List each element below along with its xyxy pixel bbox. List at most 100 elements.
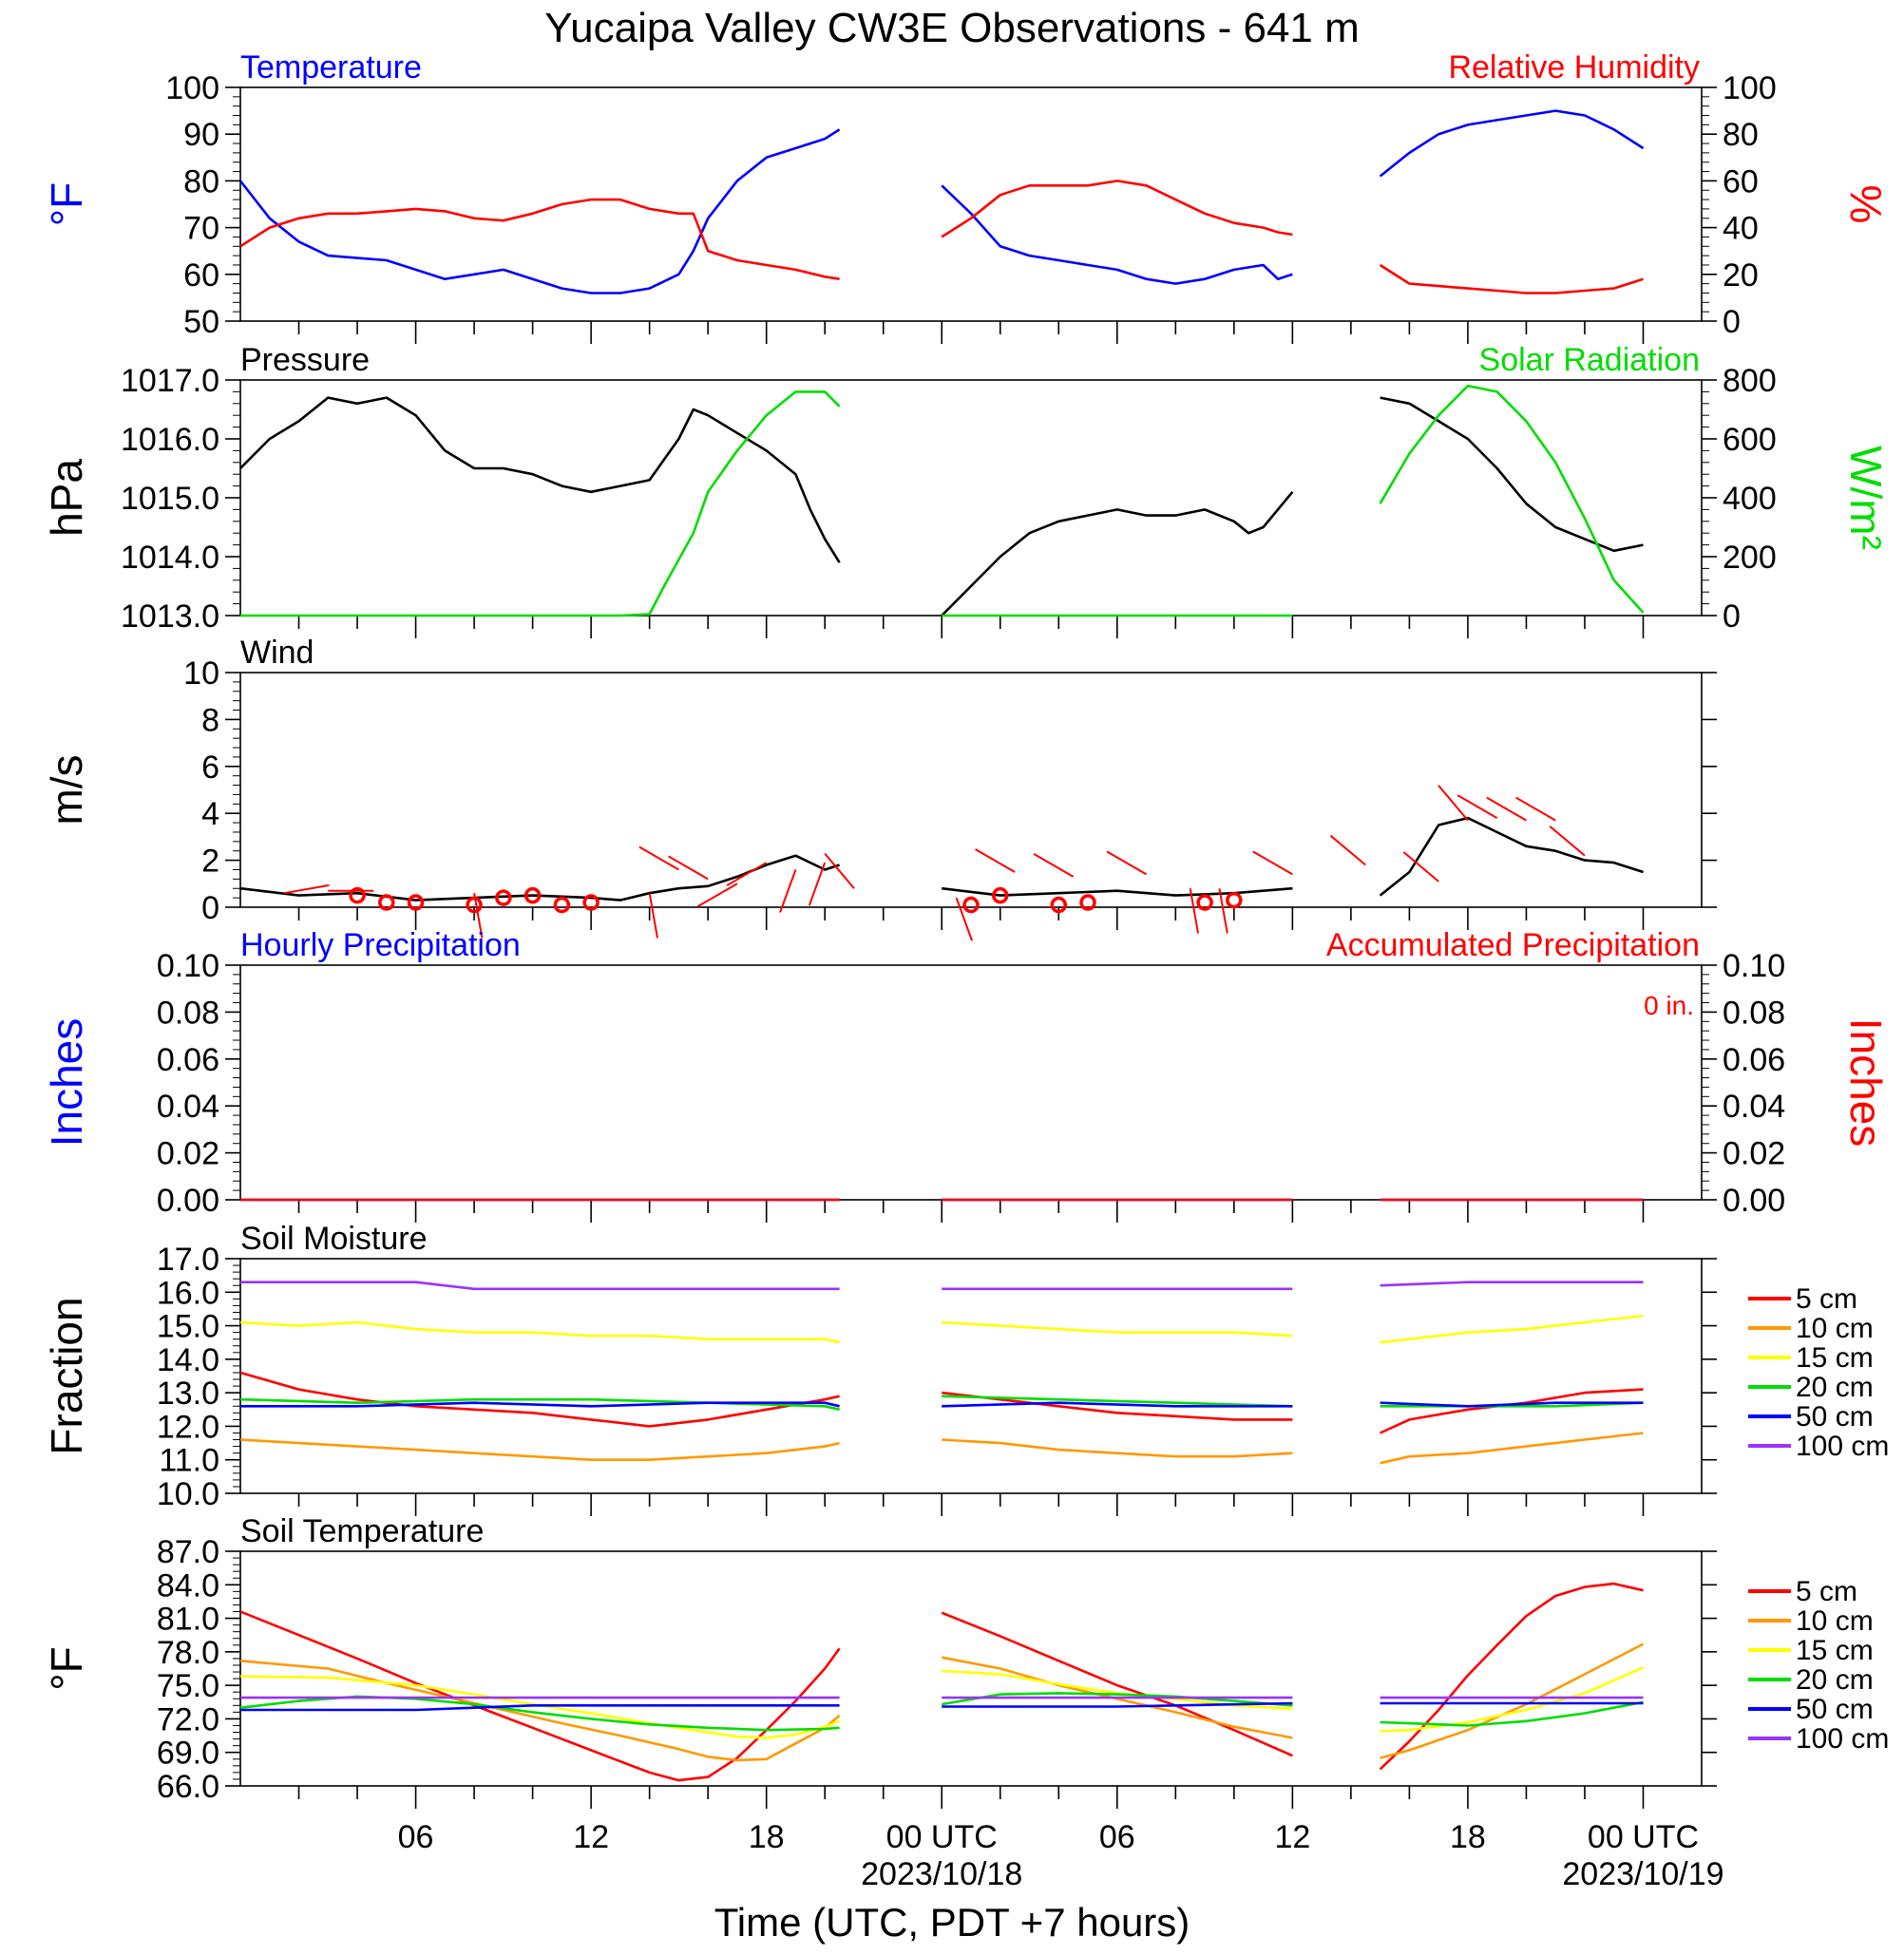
calm-wind-marker <box>992 886 1009 904</box>
panel-pressure-solar: 1013.0 1014.0 1015.0 1016.0 1017.0 0 200 400 600… <box>42 342 1891 638</box>
wind-barb <box>726 862 768 886</box>
series-line-temperature <box>238 128 841 294</box>
y-tick-label-left: 12.0 <box>157 1409 219 1445</box>
y-tick-label-right: 100 <box>1723 70 1777 106</box>
wind-barb <box>1218 888 1228 934</box>
series-line-20-cm <box>942 1395 1293 1408</box>
y-tick-label-right: 0 <box>1723 304 1741 340</box>
y-tick-label-right: 400 <box>1723 481 1777 517</box>
legend-label: 15 cm <box>1796 1342 1874 1374</box>
y-axis-label-left: °F <box>42 1646 91 1691</box>
y-tick-label-right: 0.00 <box>1723 1183 1785 1219</box>
y-tick-label-left: 0.02 <box>157 1136 219 1172</box>
series-line-5-cm <box>1380 1388 1644 1434</box>
y-tick-label-right: 800 <box>1723 363 1777 399</box>
panel-title-left: Soil Moisture <box>240 1221 428 1257</box>
series-line-10-cm <box>1380 1642 1645 1759</box>
y-tick-label-right: 0.02 <box>1723 1136 1785 1172</box>
calm-wind-marker <box>524 886 542 904</box>
series-line-solar-radiation <box>1379 384 1645 614</box>
x-tick-label: 12 <box>1274 1819 1310 1855</box>
wind-barb <box>1486 796 1527 822</box>
x-tick-date-label: 2023/10/18 <box>861 1856 1022 1892</box>
y-tick-label-left: 0.10 <box>157 948 219 984</box>
y-tick-label-left: 90 <box>183 117 219 153</box>
series-line-solar-radiation <box>240 390 841 617</box>
legend-label: 5 cm <box>1796 1576 1857 1607</box>
y-tick-label-right: 80 <box>1723 117 1759 153</box>
x-tick-date-label: 2023/10/19 <box>1562 1856 1723 1892</box>
y-tick-label-left: 72.0 <box>157 1701 219 1737</box>
legend-label: 100 cm <box>1796 1723 1889 1755</box>
panel-title-right: Relative Humidity <box>1448 49 1700 85</box>
x-tick-label: 06 <box>1099 1819 1135 1855</box>
legend-label: 5 cm <box>1796 1283 1857 1315</box>
y-tick-label-left: 60 <box>183 257 219 294</box>
series-line-20-cm <box>239 1397 840 1412</box>
wind-barb <box>1402 851 1439 883</box>
y-axis-label-right: % <box>1841 185 1891 224</box>
series-line-15-cm <box>1380 1666 1645 1733</box>
y-tick-label-left: 0.04 <box>157 1089 219 1125</box>
plot-frame <box>239 672 1703 908</box>
y-tick-label-left: 75.0 <box>157 1668 219 1704</box>
wind-barb <box>1515 796 1556 822</box>
calm-wind-marker <box>582 894 600 911</box>
y-axis-label-right: Inches <box>1841 1018 1891 1148</box>
series-line-10-cm <box>1380 1432 1644 1465</box>
x-tick-label: 18 <box>1450 1819 1486 1855</box>
series-line-temperature <box>941 184 1293 285</box>
y-axis-label-left: Inches <box>42 1018 91 1148</box>
panel-precipitation: 0.00 0.02 0.04 0.06 0.08 0.10 0.00 0.02 0.04 0.06… <box>42 927 1891 1223</box>
calm-wind-marker <box>1050 896 1068 914</box>
series-line-50-cm <box>240 1704 840 1712</box>
calm-wind-marker <box>349 886 366 904</box>
y-tick-label-left: 69.0 <box>157 1736 219 1772</box>
panel-title-left: Pressure <box>240 342 370 378</box>
series-line-pressure <box>941 490 1294 617</box>
series-line-100-cm <box>240 1281 840 1291</box>
series-line-relative-humidity <box>239 198 840 280</box>
y-tick-label-right: 0 <box>1723 598 1741 635</box>
y-tick-label-right: 200 <box>1723 540 1777 576</box>
y-tick-label-left: 1014.0 <box>121 540 219 576</box>
series-line-100-cm <box>1380 1281 1644 1287</box>
y-tick-label-left: 0.08 <box>157 995 219 1031</box>
calm-wind-marker <box>962 896 980 914</box>
y-tick-label-right: 60 <box>1723 163 1759 199</box>
y-tick-label-left: 8 <box>201 702 219 738</box>
calm-wind-marker <box>553 896 571 914</box>
y-tick-label-right: 0.06 <box>1723 1042 1785 1078</box>
calm-wind-marker <box>1079 894 1096 911</box>
legend-label: 10 cm <box>1796 1605 1874 1637</box>
panel-title-left: Wind <box>240 635 314 671</box>
panel-title-left: Temperature <box>240 49 422 85</box>
panel-soil-temperature: 66.069.072.075.078.081.084.087.0 Soil Tem… <box>42 1513 1889 1809</box>
y-tick-label-left: 4 <box>201 796 219 832</box>
calm-wind-marker <box>407 894 425 911</box>
series-line-10-cm <box>239 1660 841 1762</box>
wind-barb <box>696 883 738 908</box>
wind-barb <box>638 845 679 871</box>
y-tick-label-left: 70 <box>183 211 219 247</box>
y-tick-label-left: 100 <box>165 70 219 106</box>
x-tick-label: 18 <box>749 1819 785 1855</box>
y-tick-label-left: 66.0 <box>157 1769 219 1805</box>
calm-wind-marker <box>1196 894 1213 911</box>
wind-barb <box>824 852 855 889</box>
x-tick-label: 00 UTC <box>886 1819 998 1855</box>
y-tick-label-left: 2 <box>201 844 219 880</box>
y-tick-label-left: 15.0 <box>157 1309 219 1345</box>
y-tick-label-left: 13.0 <box>157 1376 219 1412</box>
series-line-relative-humidity <box>1379 263 1644 294</box>
series-line-20-cm <box>239 1695 840 1732</box>
series-line-relative-humidity <box>941 180 1293 238</box>
accumulated-total-label: 0 in. <box>1644 991 1694 1020</box>
series-line-5-cm <box>942 1391 1293 1421</box>
plot-frame <box>239 964 1703 1201</box>
x-axis-label: Time (UTC, PDT +7 hours) <box>714 1900 1190 1945</box>
series-line-pressure <box>1380 396 1644 553</box>
